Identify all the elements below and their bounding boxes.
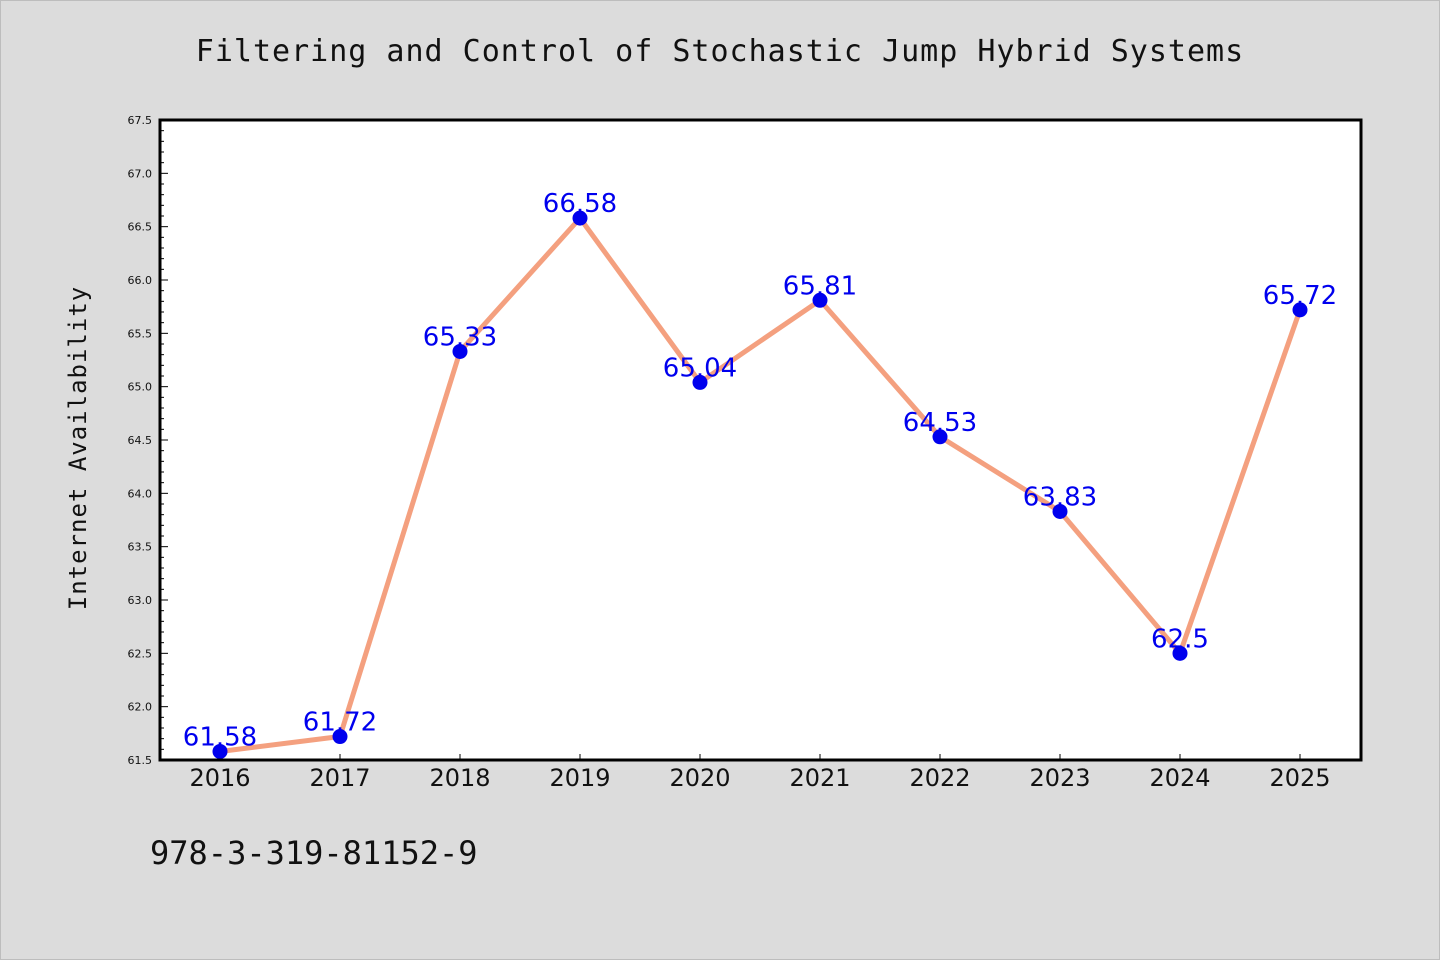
x-tick-label: 2023 — [1029, 764, 1090, 792]
y-tick-label: 63.0 — [128, 594, 153, 607]
data-label: 63.83 — [1023, 482, 1097, 512]
isbn-label: 978-3-319-81152-9 — [150, 834, 478, 872]
data-label: 66.58 — [543, 189, 617, 219]
x-tick-label: 2022 — [909, 764, 970, 792]
data-labels: 61.58 61.72 65.33 66.58 65.04 65.81 64.53 63.83… — [183, 189, 1337, 752]
data-label: 65.72 — [1263, 281, 1337, 311]
chart-title: Filtering and Control of Stochastic Jump… — [195, 34, 1245, 69]
y-tick-label: 62.0 — [128, 701, 153, 714]
data-point — [1052, 503, 1068, 519]
data-label: 62.5 — [1151, 624, 1209, 654]
data-label: 61.72 — [303, 708, 377, 738]
data-point — [332, 729, 348, 745]
x-tick-label: 2024 — [1149, 764, 1210, 792]
y-axis-label: Internet Availability — [64, 286, 92, 610]
data-point — [212, 743, 228, 759]
y-tick-label: 65.0 — [128, 381, 153, 394]
x-tick-label: 2016 — [189, 764, 250, 792]
x-tick-label: 2017 — [309, 764, 370, 792]
data-label: 65.33 — [423, 322, 497, 352]
data-point — [932, 429, 948, 445]
series-line — [217, 215, 1303, 754]
data-point — [452, 343, 468, 359]
data-point — [1292, 302, 1308, 318]
y-tick-label: 64.5 — [128, 434, 153, 447]
x-tick-label: 2021 — [789, 764, 850, 792]
y-tick-label: 64.0 — [128, 487, 153, 500]
x-tick-label: 2019 — [549, 764, 610, 792]
y-tick-label: 67.0 — [128, 167, 153, 180]
x-tick-label: 2025 — [1269, 764, 1330, 792]
y-tick-label: 67.5 — [128, 114, 153, 127]
data-label: 61.58 — [183, 722, 257, 752]
x-tick-label: 2018 — [429, 764, 490, 792]
y-tick-label: 63.5 — [128, 541, 153, 554]
data-point — [1172, 645, 1188, 661]
plot-border — [158, 118, 1363, 762]
y-tick-label: 62.5 — [128, 647, 153, 660]
data-label: 65.81 — [783, 271, 857, 301]
data-label: 65.04 — [663, 353, 737, 383]
y-tick-label: 66.5 — [128, 221, 153, 234]
series-markers — [212, 210, 1308, 759]
y-tick-label: 61.5 — [128, 754, 153, 767]
data-label: 64.53 — [903, 408, 977, 438]
data-point — [572, 210, 588, 226]
x-axis-ticks: 2016 2017 2018 2019 2020 2021 2022 2023 2024 2025 — [189, 754, 1331, 792]
y-tick-label: 66.0 — [128, 274, 153, 287]
x-tick-label: 2020 — [669, 764, 730, 792]
data-point — [812, 292, 828, 308]
y-tick-label: 65.5 — [128, 327, 153, 340]
data-point — [692, 374, 708, 390]
plot-area — [160, 120, 1361, 760]
